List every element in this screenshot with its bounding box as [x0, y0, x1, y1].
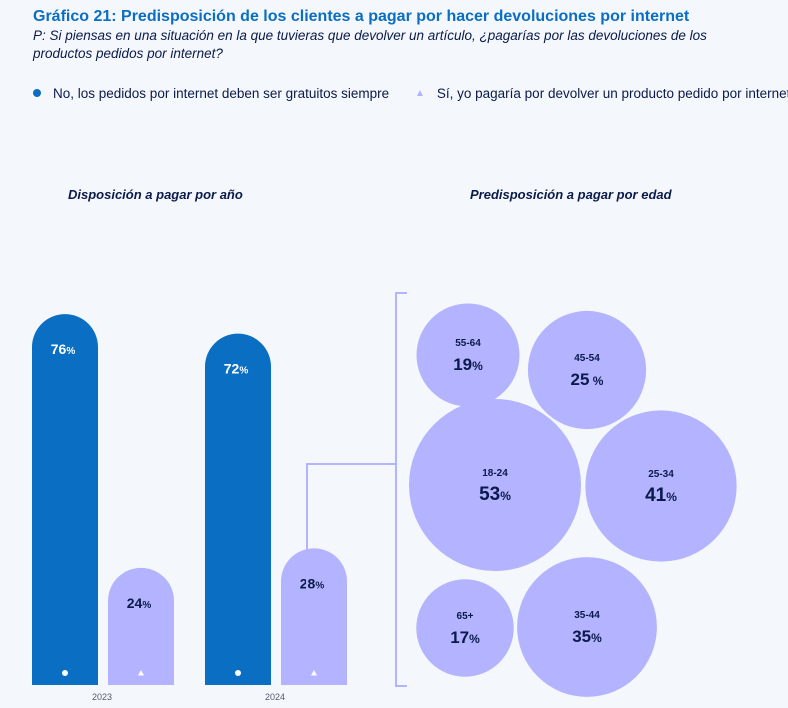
age-group-label: 45-54	[574, 353, 600, 364]
age-group-label: 55-64	[455, 338, 481, 349]
bubble-55-64: 55-64 19%	[416, 303, 520, 407]
bubble-45-54: 45-54 25 %	[527, 310, 647, 430]
bar-triangle-marker	[311, 670, 317, 676]
year-tick-label: 2023	[92, 692, 112, 702]
bar-value-label: 76%	[51, 341, 76, 357]
age-group-label: 18-24	[482, 468, 508, 479]
bubble-circle	[416, 579, 514, 677]
bar-triangle-marker	[138, 670, 144, 676]
chart-title: Gráfico 21: Predisposición de los client…	[33, 8, 690, 25]
bubble-value-label: 35%	[572, 627, 602, 646]
bubble-circle	[527, 310, 647, 430]
bubble-35-44: 35-44 35%	[517, 557, 657, 697]
bubble-circle	[416, 303, 520, 407]
bar-circle-marker	[62, 670, 68, 676]
bar-circle-marker	[235, 670, 241, 676]
age-group-label: 35-44	[574, 610, 600, 621]
bar-chart-subtitle: Disposición a pagar por año	[68, 187, 243, 202]
bar-2023-yes	[108, 567, 174, 685]
age-group-label: 25-34	[648, 469, 674, 480]
bar-value-label: 72%	[224, 361, 249, 377]
bubble-value-label: 25 %	[571, 370, 604, 389]
circle-marker-icon	[33, 89, 41, 98]
bar-2024-yes	[281, 548, 347, 685]
bubble-circle	[517, 557, 657, 697]
bubble-chart-subtitle: Predisposición a pagar por edad	[470, 187, 672, 202]
bubble-18-24: 18-24 53%	[409, 399, 581, 571]
legend-label-no: No, los pedidos por internet deben ser g…	[53, 86, 390, 101]
bar-2023-no	[32, 314, 98, 685]
year-tick-label: 2024	[265, 692, 285, 702]
legend-label-yes: Sí, yo pagaría por devolver un producto …	[436, 86, 788, 101]
bubble-value-label: 53%	[479, 484, 511, 505]
bubble-circle	[409, 399, 581, 571]
bar-value-label: 24%	[127, 595, 152, 611]
connector-line	[306, 463, 396, 685]
bubble-value-label: 17%	[450, 628, 480, 647]
legend: No, los pedidos por internet deben ser g…	[33, 86, 788, 101]
bubble-65+: 65+ 17%	[416, 579, 514, 677]
bracket-line	[395, 292, 407, 687]
bubble-value-label: 19%	[453, 355, 483, 374]
legend-item-yes: ▲ Sí, yo pagaría por devolver un producto…	[415, 86, 788, 101]
bar-2024-no	[205, 333, 271, 685]
bubble-circle	[585, 410, 737, 562]
triangle-marker-icon: ▲	[414, 87, 425, 99]
bubble-value-label: 41%	[645, 485, 677, 506]
survey-question: P: Si piensas en una situación en la que…	[33, 28, 707, 61]
bubble-25-34: 25-34 41%	[585, 410, 737, 562]
legend-item-no: No, los pedidos por internet deben ser g…	[33, 86, 393, 101]
age-group-label: 65+	[457, 611, 474, 622]
